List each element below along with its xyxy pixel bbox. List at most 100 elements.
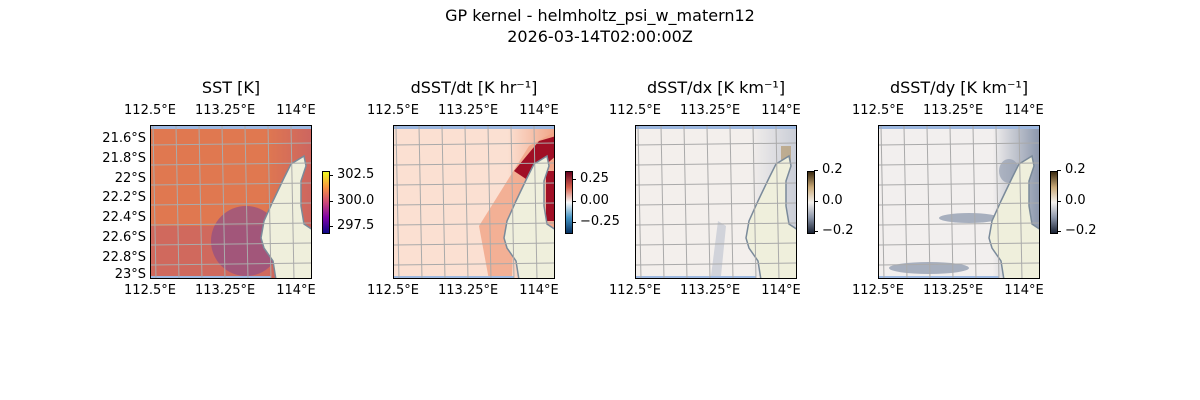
lon-tick-label-bottom: 114°E	[276, 283, 316, 298]
map-panel	[393, 125, 555, 279]
lon-tick-label-top: 112.5°E	[367, 103, 419, 118]
gridline-lat	[151, 222, 311, 226]
gridline-lat	[879, 162, 1039, 166]
gridline-lon	[244, 126, 249, 278]
colorbar-tick-label: 0.0	[1057, 192, 1086, 208]
colorbar-tick-label: 0.2	[1057, 162, 1086, 177]
gridline-lat	[151, 242, 311, 246]
colorbar-tick-label: 302.5	[328, 167, 375, 183]
gridline-lon	[729, 126, 734, 278]
gridline-lon	[152, 126, 157, 278]
gridline-lon	[706, 126, 711, 278]
gridline-lon	[683, 126, 688, 278]
lon-tick-label-bottom: 113.25°E	[195, 283, 256, 298]
lon-tick-label-top: 113.25°E	[195, 103, 256, 118]
gridline-lat	[151, 162, 311, 166]
lon-tick-label-bottom: 114°E	[519, 283, 559, 298]
lon-tick-label-top: 114°E	[761, 103, 801, 118]
panel-title: SST [K]	[201, 78, 261, 97]
gridline-lon	[221, 126, 226, 278]
lon-tick-label-bottom: 114°E	[1004, 283, 1044, 298]
colorbar	[565, 171, 573, 234]
figure-title: GP kernel - helmholtz_psi_w_matern12	[445, 6, 755, 25]
lon-tick-label-top: 114°E	[1004, 103, 1044, 118]
land	[260, 154, 311, 278]
map-field	[394, 126, 554, 278]
gridline-lat	[394, 222, 554, 226]
map-panel	[635, 125, 797, 279]
gridline-lat	[636, 182, 796, 186]
gridline-lat	[394, 202, 554, 206]
ocean-mask	[151, 276, 271, 278]
gridline-lon	[198, 126, 203, 278]
gridline-lon	[175, 126, 180, 278]
gridline-lon	[903, 126, 908, 278]
gridline-lon	[926, 126, 931, 278]
map-field	[879, 126, 1039, 278]
figure-timestamp: 2026-03-14T02:00:00Z	[507, 27, 693, 46]
colorbar-tick-label: 300.0	[328, 192, 375, 208]
map-panel	[878, 125, 1040, 279]
gridline-lon	[660, 126, 665, 278]
colorbar-tick-label: −0.25	[572, 214, 620, 230]
gridline-lat	[394, 142, 554, 146]
colorbar-tick-label: 0.2	[814, 162, 843, 177]
lon-tick-label-bottom: 112.5°E	[852, 283, 904, 298]
lon-tick-label-top: 113.25°E	[923, 103, 984, 118]
panel-title: dSST/dx [K km⁻¹]	[646, 78, 786, 97]
land	[988, 154, 1039, 278]
lat-tick-label: 21.6°S	[102, 131, 146, 146]
map-panel	[150, 125, 312, 279]
gridline-lat	[636, 202, 796, 206]
colorbar-tick-label: −0.2	[1057, 223, 1097, 238]
gridline-lat	[879, 222, 1039, 226]
gridline-lat	[879, 182, 1039, 186]
colorbar-tick-label: 0.0	[814, 192, 843, 208]
lon-tick-label-bottom: 112.5°E	[124, 283, 176, 298]
ocean-mask	[879, 276, 999, 278]
gridline-lat	[879, 262, 1039, 266]
gridline-lon	[441, 126, 446, 278]
gridline-lat	[394, 242, 554, 246]
gridline-lon	[464, 126, 469, 278]
gridline-lat	[636, 262, 796, 266]
gridline-lon	[510, 126, 515, 278]
lon-tick-label-bottom: 113.25°E	[680, 283, 741, 298]
gridline-lat	[151, 202, 311, 206]
ocean-mask	[394, 126, 554, 129]
land	[503, 154, 554, 278]
lon-tick-label-top: 112.5°E	[124, 103, 176, 118]
map-field	[636, 126, 796, 278]
lat-tick-label: 22°S	[114, 171, 146, 186]
lon-tick-label-bottom: 112.5°E	[367, 283, 419, 298]
ocean-mask	[636, 276, 756, 278]
map-field	[151, 126, 311, 278]
gridline-lon	[267, 126, 272, 278]
gridline-lon	[972, 126, 977, 278]
ocean-mask	[151, 126, 311, 129]
gridline-lon	[949, 126, 954, 278]
gridline-lat	[636, 242, 796, 246]
gridline-lon	[487, 126, 492, 278]
ocean-mask	[636, 126, 796, 129]
lon-tick-label-top: 113.25°E	[680, 103, 741, 118]
gridline-lat	[151, 262, 311, 266]
ocean-mask	[394, 276, 514, 278]
colorbar-tick-label: 297.5	[328, 217, 375, 233]
lat-tick-label: 22.4°S	[102, 210, 146, 225]
lon-tick-label-top: 114°E	[519, 103, 559, 118]
lat-tick-label: 22.6°S	[102, 230, 146, 245]
gridline-lon	[637, 126, 642, 278]
gridline-lon	[995, 126, 1000, 278]
ocean-mask	[879, 126, 1039, 129]
gridline-lon	[752, 126, 757, 278]
gridline-lat	[879, 202, 1039, 206]
lon-tick-label-bottom: 113.25°E	[438, 283, 499, 298]
lat-tick-label: 22.2°S	[102, 190, 146, 205]
colorbar-tick-label: 0.00	[572, 192, 609, 208]
lon-tick-label-top: 114°E	[276, 103, 316, 118]
lat-tick-label: 21.8°S	[102, 151, 146, 166]
field-anomaly	[711, 221, 726, 276]
gridline-lat	[394, 262, 554, 266]
field-anomaly	[939, 213, 999, 223]
